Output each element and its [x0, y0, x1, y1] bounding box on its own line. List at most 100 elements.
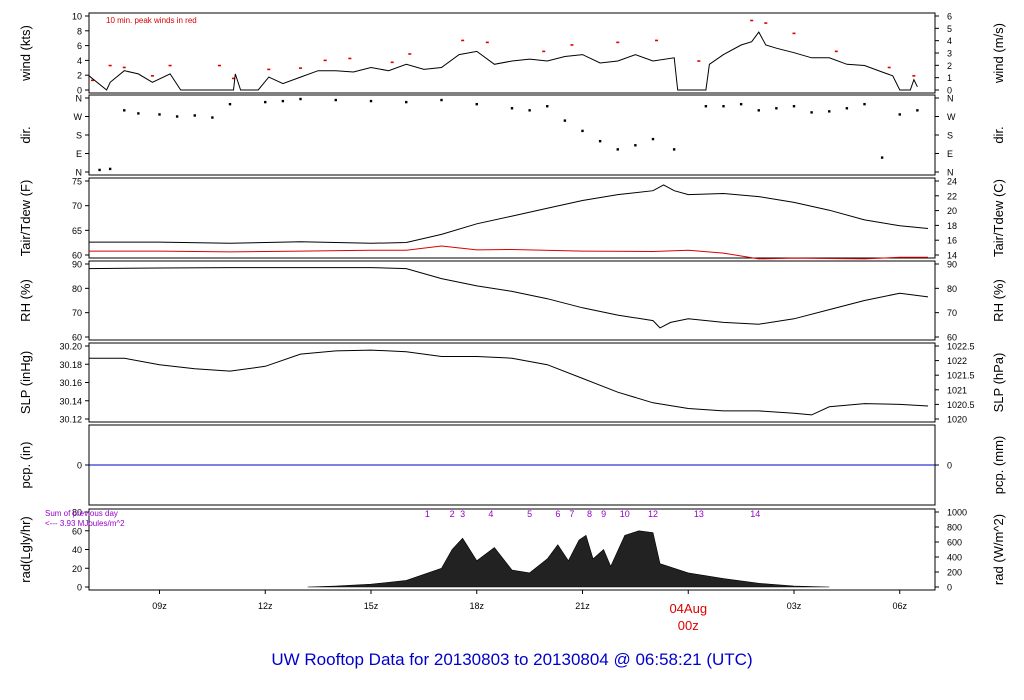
y-axis-label-right: wind (m/s) — [991, 23, 1006, 84]
y-tick-label-right: 0 — [947, 583, 952, 593]
direction-point — [528, 109, 531, 112]
x-tick-label: 03z — [787, 601, 802, 611]
y-tick-label-right: 2 — [947, 61, 952, 71]
direction-point — [757, 109, 760, 112]
peak-wind-mark — [750, 19, 754, 22]
y-tick-label-right: 600 — [947, 538, 962, 548]
y-tick-label: 30.12 — [59, 415, 82, 425]
y-tick-label-right: 1022 — [947, 356, 967, 366]
series-line-rh — [88, 267, 929, 329]
peak-wind-mark — [570, 44, 574, 46]
direction-point — [616, 148, 619, 151]
y-tick-label-right: 1020 — [947, 415, 967, 425]
hour-marker: 8 — [587, 509, 592, 519]
y-tick-label: 6 — [77, 41, 82, 51]
direction-point — [158, 113, 161, 116]
y-tick-label-right: 6 — [947, 12, 952, 22]
y-tick-label-right: E — [947, 149, 953, 159]
y-tick-label-right: 0 — [947, 86, 952, 96]
y-tick-label: 65 — [72, 226, 82, 236]
y-tick-label-right: 1000 — [947, 508, 967, 518]
hour-marker: 10 — [620, 509, 630, 519]
y-tick-label-right: 70 — [947, 308, 957, 318]
y-tick-label: 0 — [77, 86, 82, 96]
direction-point — [546, 105, 549, 108]
peak-wind-mark — [91, 79, 95, 82]
peak-wind-mark — [299, 67, 302, 69]
hour-marker: 7 — [569, 509, 574, 519]
wind-annotation: 10 min. peak winds in red — [106, 16, 197, 25]
peak-wind-mark — [232, 77, 236, 80]
y-axis-label-right: SLP (hPa) — [991, 353, 1006, 413]
peak-wind-mark — [616, 41, 620, 44]
peak-wind-mark — [655, 39, 659, 42]
x-tick-label: 21z — [575, 601, 590, 611]
y-tick-label-right: 22 — [947, 191, 957, 201]
y-tick-label: 2 — [77, 71, 82, 81]
y-tick-label-right: 4 — [947, 36, 952, 46]
direction-point — [916, 109, 919, 112]
direction-point — [137, 112, 140, 115]
direction-point — [510, 107, 514, 110]
y-tick-label-right: 0 — [947, 461, 952, 471]
y-axis-label: SLP (inHg) — [18, 351, 33, 414]
y-tick-label-right: 1 — [947, 73, 952, 83]
peak-wind-mark — [390, 61, 394, 64]
y-tick-label: 30.18 — [59, 360, 82, 370]
y-axis-label-right: Tair/Tdew (C) — [991, 179, 1006, 257]
peak-wind-mark — [542, 50, 546, 53]
y-tick-label: 70 — [72, 308, 82, 318]
direction-point — [193, 114, 196, 117]
direction-point — [334, 98, 337, 102]
direction-point — [211, 116, 214, 119]
series-line-tair — [89, 184, 929, 244]
y-axis-label: dir. — [18, 126, 33, 143]
direction-point — [299, 97, 302, 101]
peak-wind-mark — [150, 75, 154, 77]
y-tick-label-right: W — [947, 112, 956, 122]
direction-point — [634, 144, 637, 147]
y-tick-label: 30.14 — [59, 396, 82, 406]
peak-wind-mark — [764, 22, 768, 24]
direction-point — [369, 99, 373, 103]
direction-point — [281, 99, 285, 103]
y-tick-label-right: 1021.5 — [947, 371, 975, 381]
direction-point — [863, 102, 866, 106]
y-tick-label: 10 — [72, 12, 82, 22]
y-axis-label-right: rad (W/m^2) — [991, 514, 1006, 585]
direction-point — [405, 100, 408, 104]
y-tick-label-right: 1022.5 — [947, 342, 975, 352]
series-line-slp — [89, 349, 929, 416]
y-tick-label-right: 800 — [947, 523, 962, 533]
panel-frame — [88, 94, 936, 176]
hour-marker: 4 — [488, 509, 493, 519]
y-tick-label-right: 400 — [947, 553, 962, 563]
direction-point — [672, 148, 676, 151]
y-tick-label-right: 5 — [947, 24, 952, 34]
peak-wind-mark — [348, 57, 352, 60]
y-tick-label: N — [76, 94, 83, 104]
y-tick-label: 70 — [72, 201, 82, 211]
hour-marker: 2 — [450, 509, 455, 519]
peak-wind-mark — [408, 53, 412, 55]
direction-point — [775, 107, 778, 110]
y-tick-label: N — [76, 168, 83, 178]
panel-frame — [88, 342, 936, 423]
direction-point — [475, 102, 478, 106]
peak-wind-mark — [323, 59, 327, 62]
x-tick-label: 09z — [152, 601, 167, 611]
direction-point — [845, 107, 849, 110]
y-tick-label: 30.20 — [59, 342, 82, 352]
y-tick-label: S — [76, 131, 82, 141]
y-tick-label-right: 200 — [947, 568, 962, 578]
direction-point — [722, 105, 725, 108]
y-tick-label-right: 18 — [947, 221, 957, 231]
y-tick-label-right: 14 — [947, 251, 957, 261]
chart-title: UW Rooftop Data for 20130803 to 20130804… — [271, 650, 753, 669]
y-tick-label-right: 80 — [947, 284, 957, 294]
peak-wind-mark — [834, 50, 838, 53]
direction-point — [581, 129, 584, 133]
peak-wind-mark — [792, 32, 796, 35]
hour-marker: 6 — [555, 509, 560, 519]
